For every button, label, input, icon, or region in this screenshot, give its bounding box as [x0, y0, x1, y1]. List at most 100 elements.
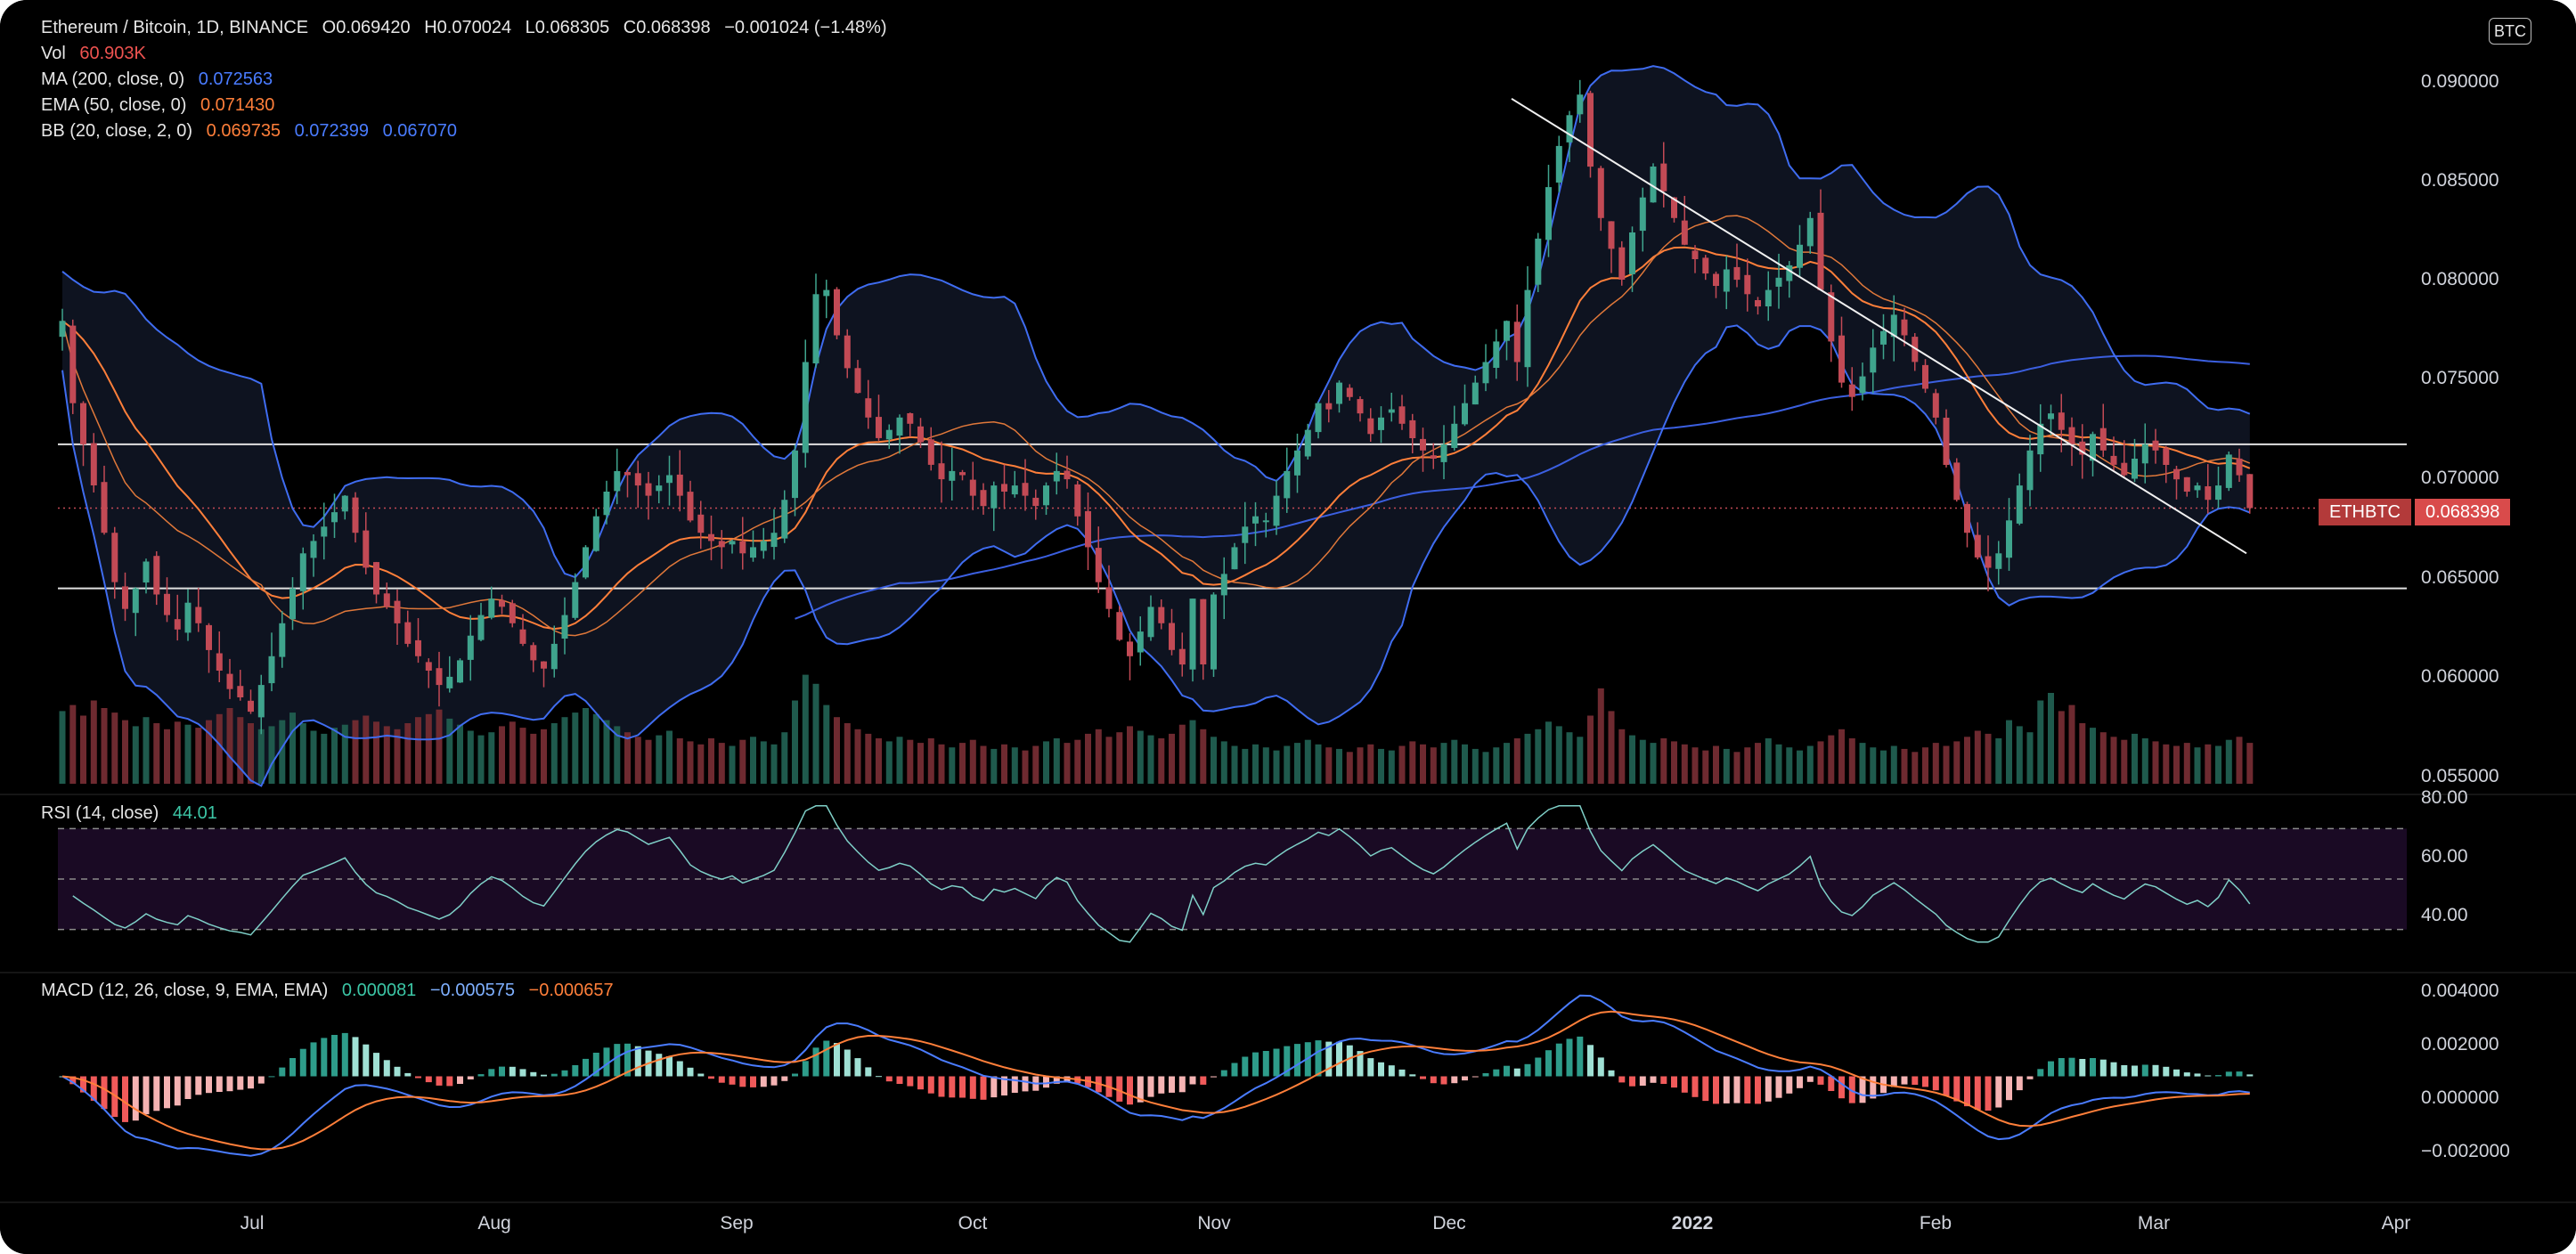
volume-bar — [885, 741, 893, 784]
volume-bar — [2037, 700, 2044, 784]
macd-histogram-bar — [1315, 1040, 1322, 1077]
candle-body — [1775, 277, 1782, 287]
candle-body — [415, 639, 421, 656]
bb-legend[interactable]: BB (20, close, 2, 0) 0.069735 0.072399 0… — [41, 121, 466, 142]
macd-histogram-bar — [299, 1048, 306, 1077]
candle-body — [1085, 510, 1091, 548]
volume-bar — [2099, 732, 2107, 784]
macd-histogram-bar — [2173, 1069, 2180, 1077]
candle-body — [1169, 623, 1175, 650]
macd-legend[interactable]: MACD (12, 26, close, 9, EMA, EMA) 0.0000… — [41, 981, 623, 1001]
candle-body — [530, 645, 537, 661]
candle-body — [80, 403, 86, 444]
rsi-tick-label: 40.00 — [2421, 905, 2468, 925]
macd-histogram-bar — [1147, 1076, 1154, 1097]
macd-histogram-bar — [739, 1076, 746, 1087]
candle-body — [1032, 497, 1039, 507]
volume-bar — [718, 743, 725, 784]
ema-legend[interactable]: EMA (50, close, 0) 0.071430 — [41, 95, 283, 116]
macd-histogram-bar — [1169, 1076, 1175, 1093]
volume-bar — [1189, 720, 1196, 784]
volume-bar — [2152, 741, 2159, 784]
volume-bar — [760, 741, 767, 784]
y-tick-label: 0.055000 — [2421, 766, 2499, 786]
candle-body — [1922, 364, 1928, 389]
candle-body — [1398, 406, 1406, 424]
volume-bar — [1315, 744, 1322, 784]
macd-histogram-bar — [2152, 1064, 2159, 1077]
volume-bar — [917, 743, 924, 784]
ma-legend[interactable]: MA (200, close, 0) 0.072563 — [41, 69, 281, 90]
volume-bar — [477, 735, 485, 784]
x-tick-label: Oct — [958, 1213, 988, 1234]
macd-histogram-bar — [1189, 1076, 1196, 1085]
candle-body — [237, 686, 244, 697]
volume-bar — [969, 739, 976, 784]
volume-bar — [1786, 747, 1793, 784]
candle-body — [1702, 257, 1709, 274]
volume-bar — [1451, 739, 1458, 784]
candle-body — [697, 514, 705, 533]
volume-bar — [676, 738, 683, 784]
volume-bar — [80, 715, 86, 784]
macd-histogram-bar — [1681, 1076, 1688, 1093]
candle-body — [425, 662, 432, 671]
macd-line — [61, 994, 2250, 1157]
volume-bar — [2173, 745, 2180, 784]
macd-histogram-bar — [1127, 1076, 1133, 1105]
macd-histogram-bar — [195, 1076, 202, 1095]
volume-bar — [1482, 752, 1489, 784]
volume-bar — [519, 728, 526, 784]
currency-button[interactable]: BTC — [2489, 18, 2531, 45]
volume-bar — [122, 720, 128, 784]
macd-histogram-bar — [1660, 1076, 1667, 1084]
macd-histogram-bar — [1702, 1076, 1709, 1102]
volume-bar — [1242, 748, 1249, 784]
rsi-legend[interactable]: RSI (14, close) 44.01 — [41, 803, 226, 824]
macd-histogram-bar — [279, 1067, 286, 1077]
macd-histogram-bar — [1535, 1057, 1542, 1077]
macd-histogram-bar — [2205, 1075, 2212, 1077]
candle-body — [1074, 484, 1081, 517]
bb-fill — [62, 66, 2250, 786]
volume-bar — [1806, 745, 1814, 784]
macd-signal-value: −0.000657 — [528, 981, 614, 1000]
volume-bar — [2236, 737, 2243, 784]
volume-bar — [90, 700, 97, 784]
macd-histogram-bar — [425, 1076, 432, 1083]
candle-body — [2205, 486, 2212, 501]
volume-bar — [1158, 738, 1165, 784]
macd-histogram-bar — [1577, 1036, 1584, 1077]
macd-histogram-bar — [1639, 1076, 1646, 1086]
macd-histogram-bar — [2163, 1066, 2170, 1077]
candle-body — [477, 615, 485, 640]
macd-histogram-bar — [1775, 1076, 1782, 1098]
vol-legend[interactable]: Vol 60.903K — [41, 44, 155, 64]
volume-bar — [195, 728, 202, 784]
macd-histogram-bar — [373, 1053, 379, 1077]
volume-bar — [1880, 750, 1887, 784]
candle-body — [2026, 450, 2034, 491]
macd-histogram-bar — [2121, 1065, 2128, 1077]
candle-body — [2246, 474, 2254, 509]
candle-body — [1053, 470, 1060, 482]
macd-histogram-bar — [865, 1067, 872, 1077]
volume-bar — [2246, 743, 2254, 784]
macd-histogram-bar — [1137, 1076, 1144, 1103]
volume-bar — [248, 723, 254, 784]
macd-histogram-bar — [1608, 1070, 1615, 1077]
volume-bar — [1294, 743, 1300, 784]
volume-bar — [1755, 743, 1761, 784]
volume-bar — [980, 745, 987, 784]
candle-body — [969, 479, 976, 496]
macd-histogram-bar — [1765, 1076, 1772, 1102]
candle-body — [2079, 441, 2086, 455]
volume-bar — [1901, 748, 1908, 784]
x-tick-label: Jul — [240, 1213, 265, 1234]
volume-bar — [237, 717, 244, 784]
macd-histogram-bar — [697, 1073, 705, 1077]
volume-bar — [1074, 739, 1081, 784]
macd-histogram-bar — [1200, 1076, 1207, 1085]
candle-body — [614, 470, 621, 492]
